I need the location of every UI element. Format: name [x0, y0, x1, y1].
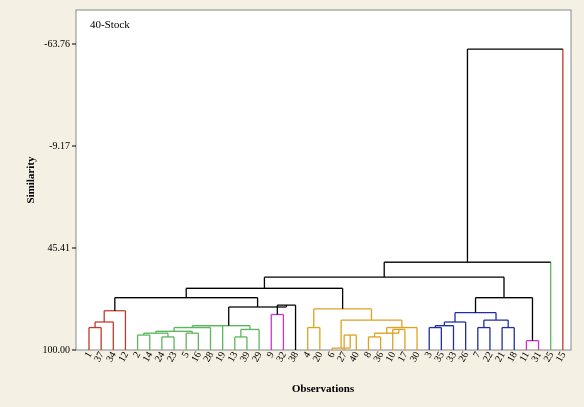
leaf-label: 36: [372, 350, 387, 364]
leaf-label: 28: [202, 350, 217, 364]
x-axis-title: Observations: [292, 383, 355, 395]
leaf-label: 9: [265, 350, 277, 360]
y-tick-label: -63.76: [44, 39, 70, 50]
leaf-label: 32: [274, 350, 289, 364]
leaf-label: 33: [445, 350, 460, 364]
leaf-label: 6: [326, 350, 338, 360]
leaf-label: 26: [457, 350, 472, 364]
leaf-label: 1: [83, 350, 95, 360]
y-tick-label: -9.17: [49, 141, 70, 152]
leaf-label: 37: [92, 350, 107, 364]
chart-title: 40-Stock: [90, 19, 130, 31]
leaf-label: 19: [214, 350, 229, 364]
leaf-label: 15: [554, 350, 569, 364]
leaf-label: 39: [238, 350, 253, 364]
leaf-label: 2: [131, 350, 143, 360]
y-tick-label: 100.00: [43, 345, 71, 356]
leaf-label: 11: [518, 350, 532, 364]
leaf-label: 18: [505, 350, 520, 364]
y-axis-title: Similarity: [25, 156, 37, 204]
leaf-label: 24: [153, 350, 168, 364]
y-tick-label: 45.41: [48, 243, 71, 254]
leaf-label: 14: [141, 350, 156, 364]
leaf-label: 35: [432, 350, 447, 364]
dendrogram-links: [88, 48, 564, 350]
leaf-label: 29: [250, 350, 265, 364]
leaf-label: 38: [287, 350, 302, 364]
leaf-label: 4: [301, 350, 313, 360]
leaf-label: 25: [542, 350, 557, 364]
leaf-label: 40: [347, 350, 362, 364]
leaf-label: 8: [362, 350, 374, 360]
leaf-label: 22: [481, 350, 496, 364]
leaf-label: 5: [180, 350, 192, 360]
leaf-label: 30: [408, 350, 423, 364]
leaf-label: 12: [117, 350, 132, 364]
leaf-label: 16: [189, 350, 204, 364]
leaf-label: 17: [396, 350, 411, 364]
leaf-label: 31: [530, 350, 545, 364]
plot-area: [75, 9, 572, 351]
leaf-label: 7: [471, 350, 483, 360]
leaf-label: 3: [423, 350, 435, 360]
leaf-label: 13: [226, 350, 241, 364]
leaf-label: 34: [104, 350, 119, 364]
leaf-label: 27: [335, 350, 350, 364]
leaf-label: 23: [165, 350, 180, 364]
leaf-label: 21: [493, 350, 508, 364]
y-ticks: -63.76 -9.17 45.41 100.00: [43, 39, 76, 356]
leaf-label: 10: [384, 350, 399, 364]
leaf-label: 20: [311, 350, 326, 364]
